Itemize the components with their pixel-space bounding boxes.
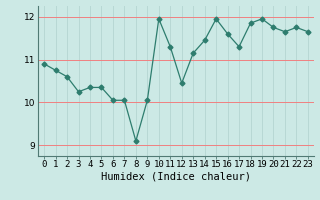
X-axis label: Humidex (Indice chaleur): Humidex (Indice chaleur)	[101, 172, 251, 182]
